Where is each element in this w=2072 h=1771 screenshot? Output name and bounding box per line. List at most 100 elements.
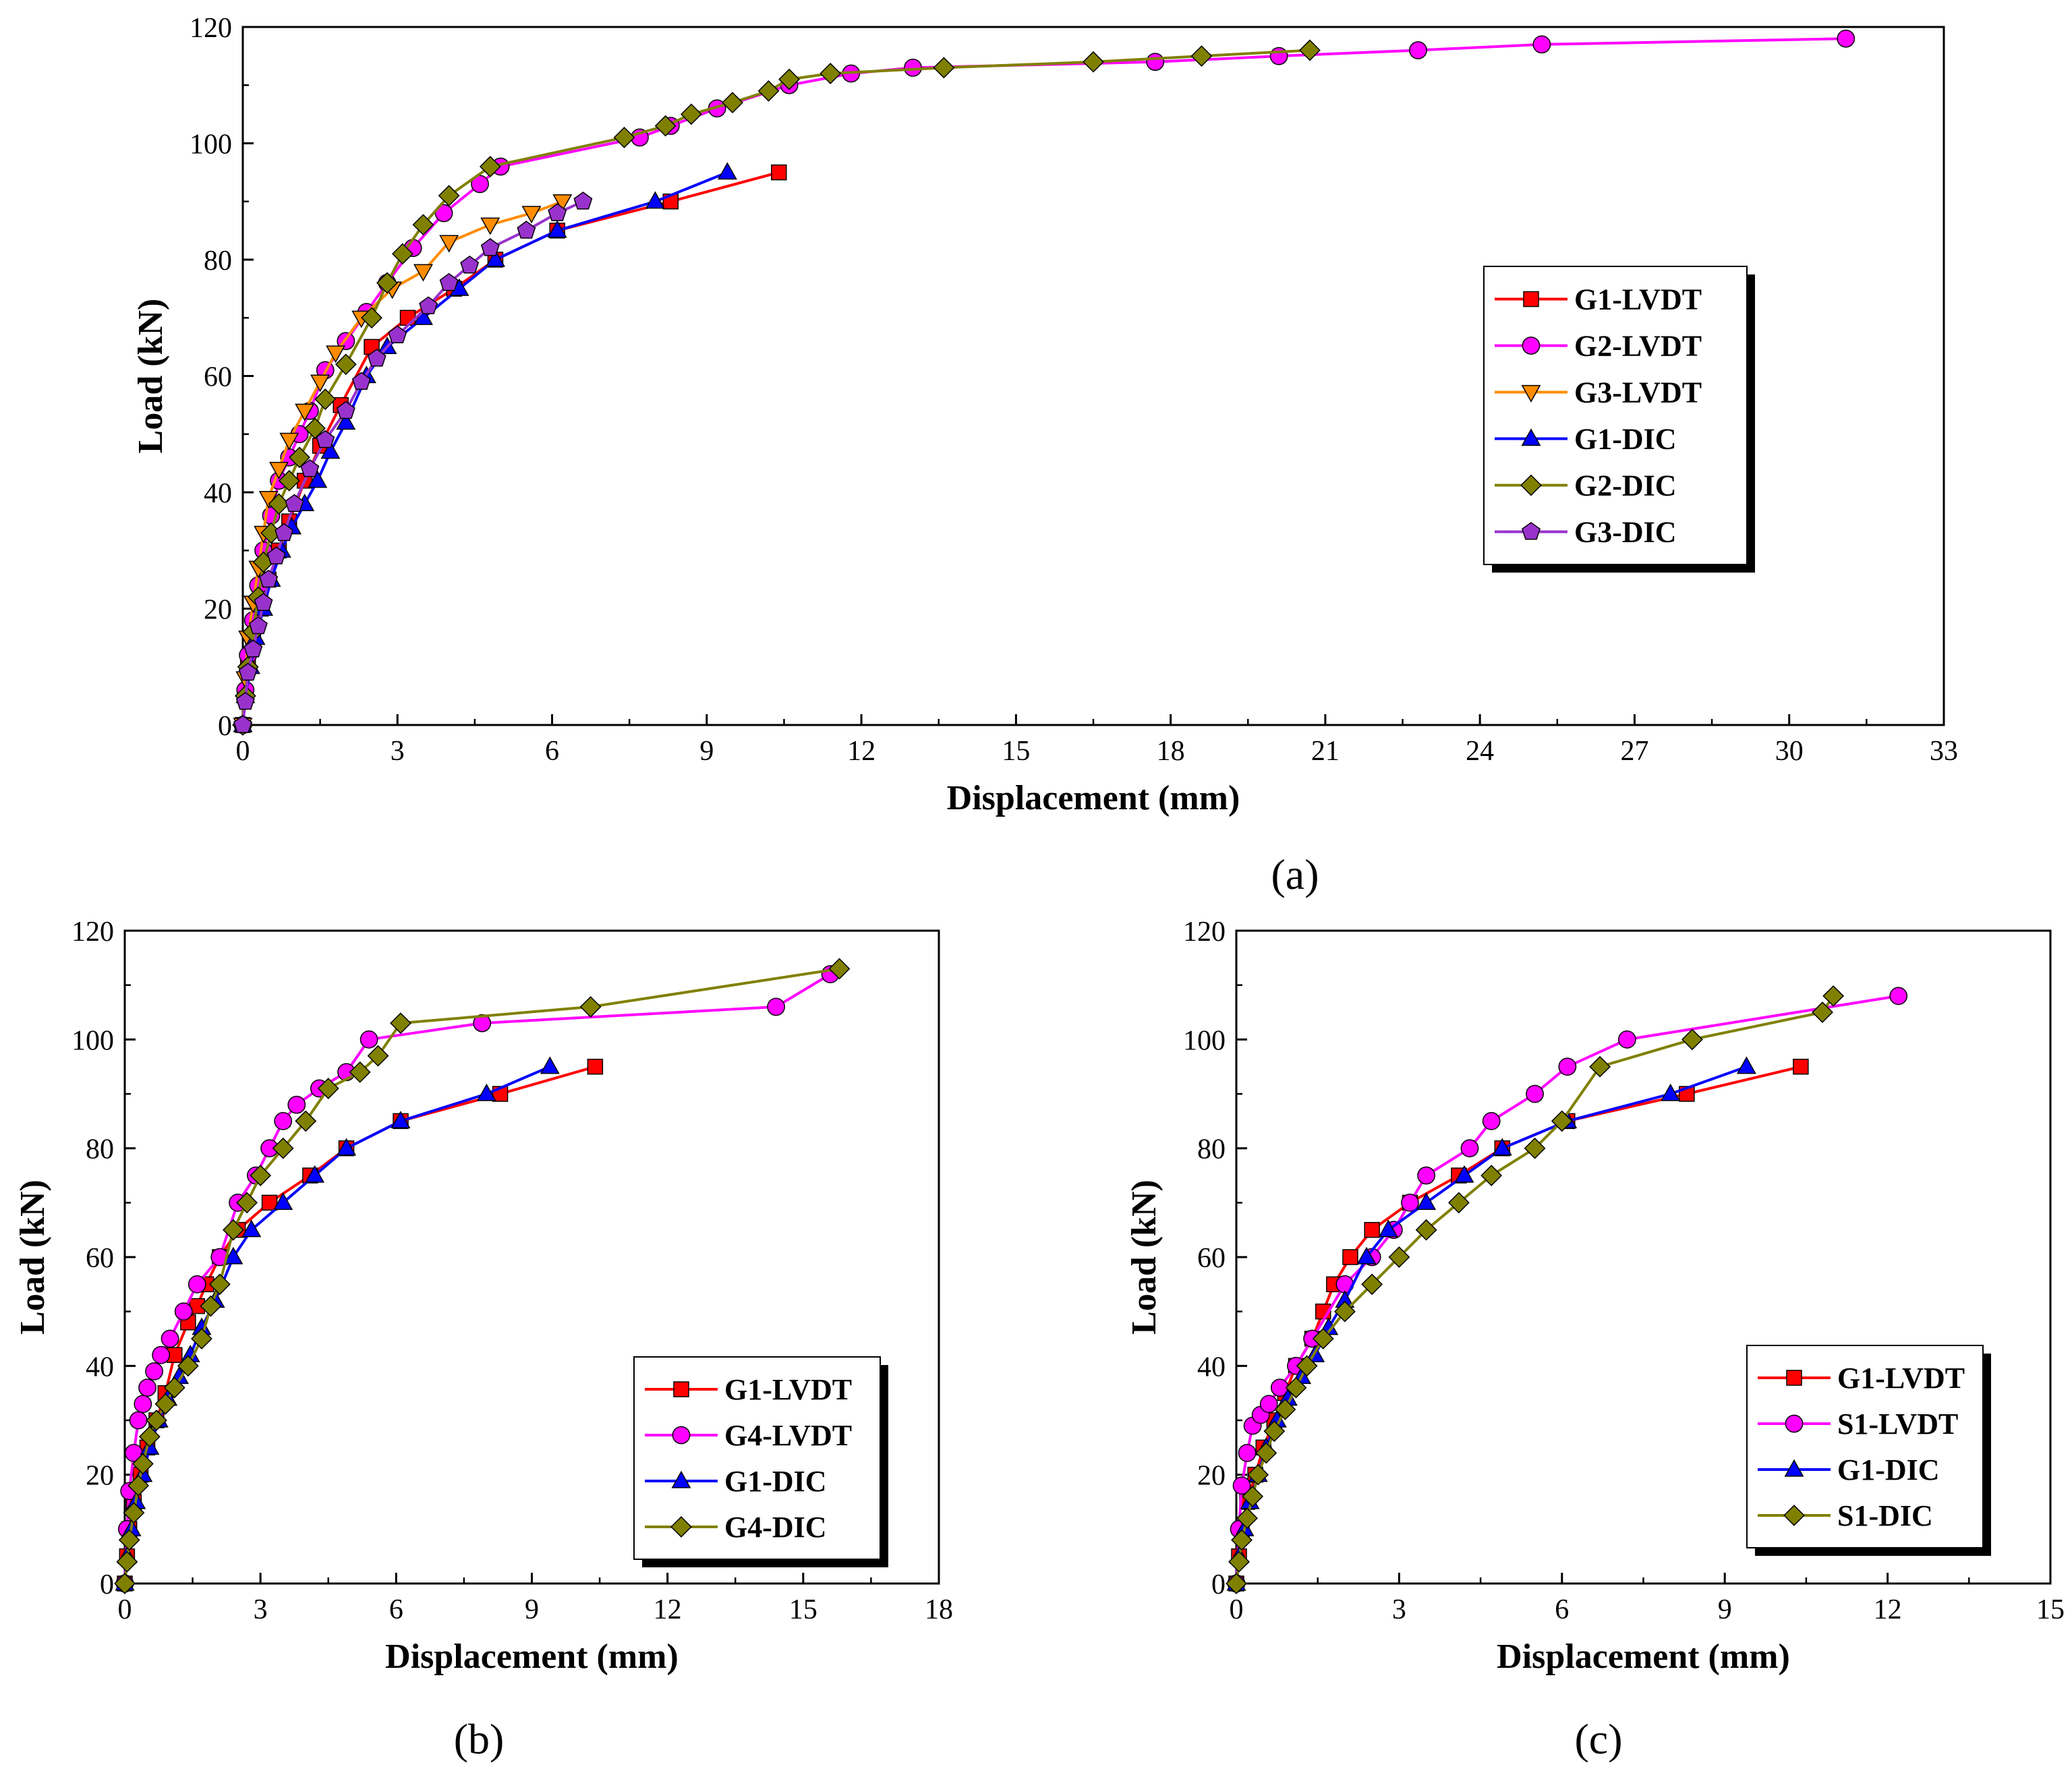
data-point bbox=[1889, 987, 1908, 1006]
data-point bbox=[1617, 1030, 1636, 1049]
data-point bbox=[391, 1111, 411, 1128]
data-point bbox=[289, 446, 310, 469]
data-point bbox=[579, 996, 602, 1018]
data-point bbox=[767, 997, 785, 1016]
legend-marker bbox=[1521, 384, 1541, 403]
data-point bbox=[278, 469, 300, 492]
data-point bbox=[127, 1474, 150, 1497]
data-point bbox=[320, 441, 341, 459]
y-tick-label: 20 bbox=[86, 1461, 114, 1492]
x-tick-label: 15 bbox=[789, 1594, 817, 1625]
data-point bbox=[174, 1302, 193, 1321]
data-point bbox=[1361, 1273, 1383, 1296]
x-tick-label: 0 bbox=[118, 1594, 132, 1625]
series-S1-DIC bbox=[1226, 985, 1845, 1594]
data-point bbox=[1342, 1249, 1358, 1265]
data-point bbox=[191, 1328, 212, 1349]
data-point bbox=[1454, 1165, 1474, 1183]
data-point bbox=[547, 220, 567, 238]
data-point bbox=[722, 92, 743, 114]
data-point bbox=[1417, 1166, 1436, 1185]
data-point bbox=[1247, 1463, 1269, 1486]
data-point bbox=[1480, 1165, 1503, 1186]
data-point bbox=[1356, 1246, 1377, 1265]
data-point bbox=[1661, 1083, 1681, 1101]
legend-label: G1-DIC bbox=[1837, 1453, 1940, 1486]
data-point bbox=[163, 1376, 185, 1399]
data-point bbox=[1589, 1055, 1611, 1078]
data-point bbox=[613, 126, 635, 148]
y-tick-label: 0 bbox=[218, 711, 232, 742]
data-point bbox=[1526, 1084, 1544, 1103]
legend-label: G1-DIC bbox=[1574, 423, 1677, 456]
data-point bbox=[479, 156, 501, 177]
data-point bbox=[1793, 1058, 1809, 1075]
legend-marker bbox=[1785, 1414, 1804, 1433]
chart-panel-c: 0 3 6 9 12 15 0 20 40 60 80 100 120 Displacement (mm)… bbox=[1125, 917, 2065, 1676]
data-point bbox=[261, 1194, 278, 1211]
x-axis-title: Displacement (mm) bbox=[947, 779, 1240, 817]
data-point bbox=[123, 1502, 145, 1524]
legend-label: G1-LVDT bbox=[1837, 1362, 1965, 1395]
data-point bbox=[1492, 1138, 1512, 1156]
legend-marker bbox=[1784, 1459, 1804, 1477]
x-tick-label: 9 bbox=[525, 1594, 539, 1625]
legend-marker bbox=[1783, 1505, 1805, 1526]
data-point bbox=[419, 296, 438, 314]
legend-marker bbox=[1522, 337, 1541, 355]
data-point bbox=[114, 1573, 136, 1594]
legend-label: G2-DIC bbox=[1574, 469, 1677, 502]
data-point bbox=[1837, 29, 1855, 48]
panel-label-b: (b) bbox=[454, 1715, 505, 1763]
x-tick-label: 12 bbox=[654, 1594, 682, 1625]
data-point bbox=[1551, 1110, 1573, 1132]
legend-marker bbox=[1521, 428, 1541, 446]
data-point bbox=[367, 1045, 389, 1067]
x-tick-label: 12 bbox=[1874, 1594, 1902, 1625]
y-tick-label: 40 bbox=[204, 478, 232, 509]
data-point bbox=[273, 1192, 293, 1210]
y-tick-label: 120 bbox=[71, 917, 114, 948]
data-point bbox=[129, 1411, 148, 1430]
data-point bbox=[1228, 1550, 1250, 1573]
data-point bbox=[316, 430, 335, 448]
legend-marker bbox=[672, 1426, 691, 1445]
y-tick-label: 40 bbox=[1197, 1352, 1226, 1383]
data-point bbox=[208, 1273, 231, 1296]
x-tick-label: 12 bbox=[847, 736, 875, 767]
data-point bbox=[1532, 35, 1551, 54]
x-tick-label: 18 bbox=[1157, 736, 1185, 767]
y-tick-label: 120 bbox=[1183, 917, 1226, 948]
x-tick-label: 3 bbox=[391, 736, 405, 767]
data-point bbox=[188, 1275, 206, 1294]
data-point bbox=[587, 1058, 604, 1075]
x-tick-label: 27 bbox=[1620, 736, 1648, 767]
data-point bbox=[295, 1110, 317, 1132]
data-point bbox=[285, 494, 304, 513]
y-tick-label: 0 bbox=[100, 1569, 114, 1600]
data-point bbox=[1334, 1300, 1356, 1323]
y-tick-label: 80 bbox=[1197, 1134, 1226, 1165]
data-point bbox=[486, 249, 505, 267]
data-point bbox=[717, 162, 737, 180]
data-point bbox=[1409, 41, 1427, 59]
legend-label: G3-DIC bbox=[1574, 516, 1677, 549]
data-point bbox=[933, 57, 955, 79]
data-point bbox=[250, 1165, 272, 1186]
legend-box bbox=[1483, 266, 1748, 565]
data-point bbox=[1388, 1246, 1410, 1268]
data-point bbox=[1083, 51, 1104, 73]
data-point bbox=[757, 80, 780, 102]
data-point bbox=[336, 412, 356, 430]
data-point bbox=[300, 459, 320, 477]
y-tick-label: 40 bbox=[86, 1352, 114, 1383]
legend-label: G4-LVDT bbox=[724, 1419, 852, 1452]
x-tick-label: 21 bbox=[1311, 736, 1340, 767]
data-point bbox=[351, 372, 371, 390]
y-tick-label: 100 bbox=[190, 129, 232, 161]
data-point bbox=[233, 715, 252, 733]
x-tick-label: 24 bbox=[1466, 736, 1494, 767]
data-point bbox=[1242, 1486, 1264, 1507]
data-point bbox=[1364, 1221, 1380, 1238]
data-point bbox=[480, 238, 500, 256]
